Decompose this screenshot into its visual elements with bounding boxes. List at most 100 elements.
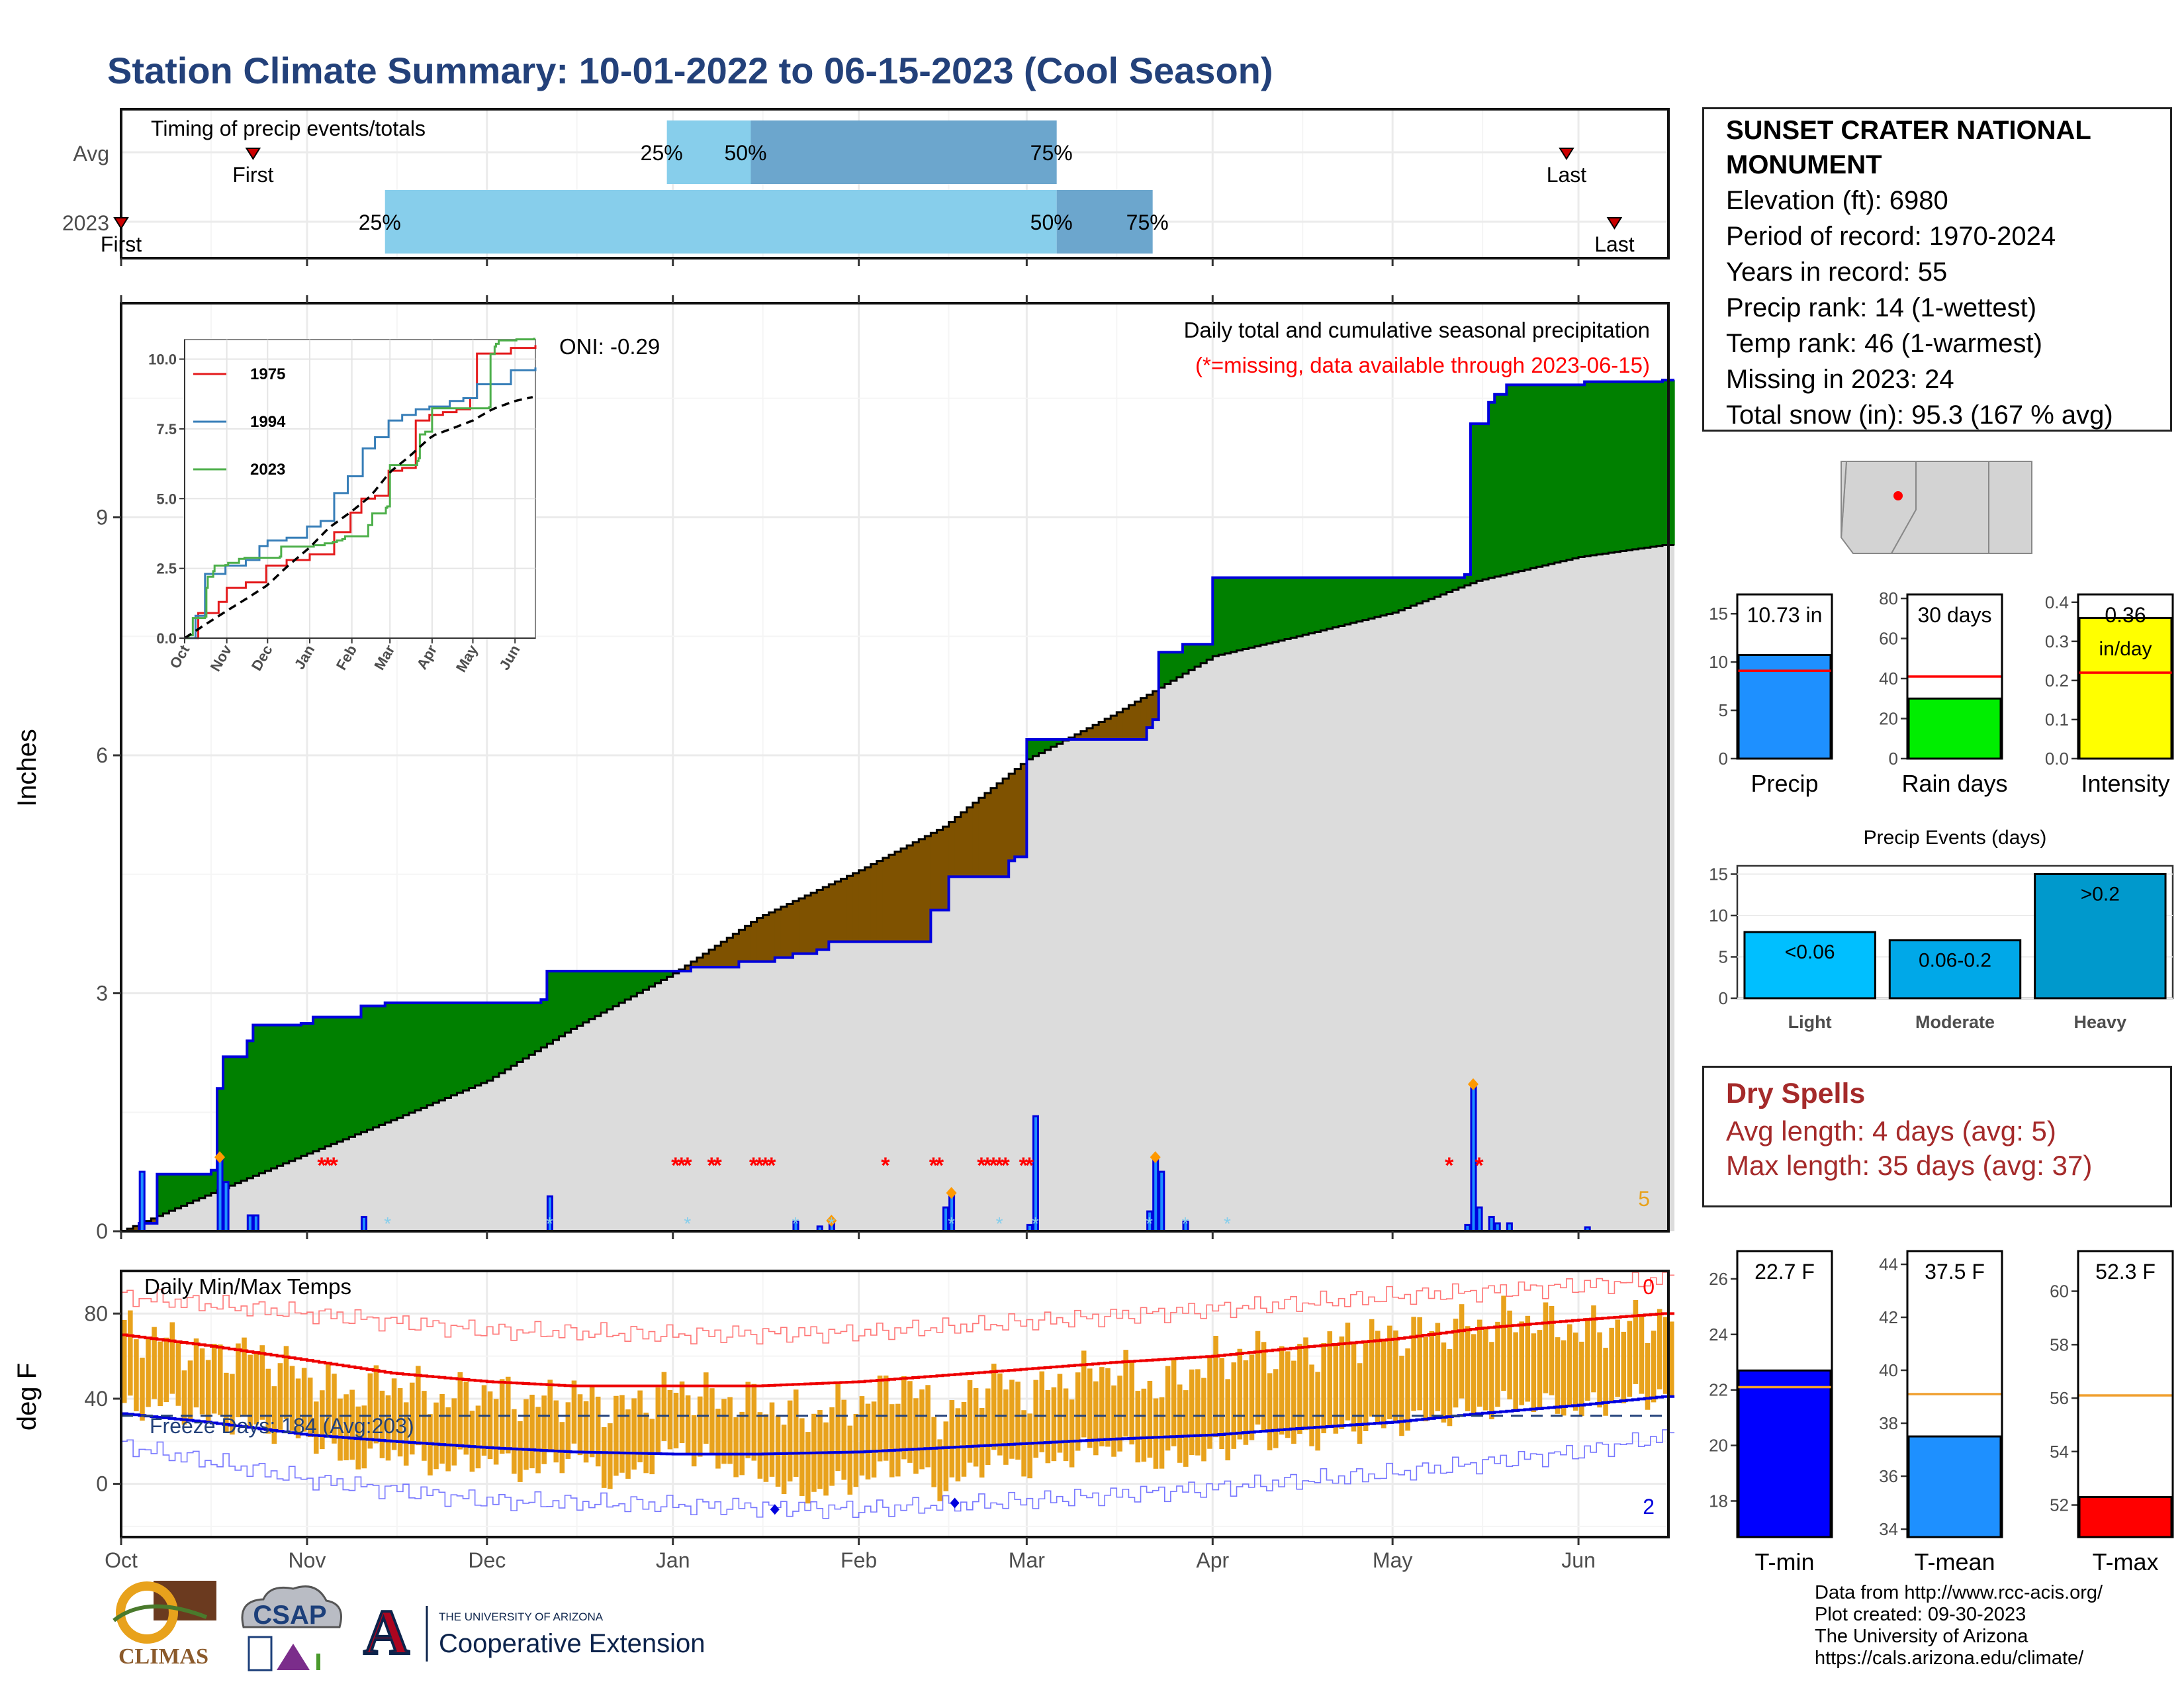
- below-avg-fill: [876, 861, 884, 942]
- above-avg-fill: [1044, 739, 1052, 750]
- above-avg-fill: [1488, 402, 1495, 579]
- inset-line-1975: [185, 345, 537, 639]
- above-avg-fill: [1548, 385, 1555, 565]
- above-avg-fill: [1314, 577, 1322, 632]
- station-name-line2: MONUMENT: [1726, 150, 1882, 179]
- above-avg-fill: [289, 1025, 296, 1161]
- above-avg-fill: [181, 1174, 188, 1206]
- above-avg-fill: [265, 1025, 272, 1171]
- daily-temp-range-bar: [925, 1385, 931, 1468]
- above-avg-fill: [1344, 577, 1351, 625]
- above-avg-fill: [337, 1017, 343, 1142]
- daily-temp-range-bar: [236, 1343, 241, 1417]
- daily-temp-range-bar: [1267, 1373, 1273, 1450]
- daily-temp-range-bar: [1297, 1344, 1302, 1434]
- mini-chart-bar: [2078, 616, 2173, 760]
- daily-temp-range-bar: [391, 1378, 397, 1450]
- above-avg-fill: [570, 970, 578, 1029]
- daily-temp-range-bar: [1309, 1364, 1314, 1446]
- daily-temp-range-bar: [781, 1425, 787, 1494]
- daily-temp-range-bar: [1189, 1369, 1195, 1456]
- inset-legend-label: 1994: [250, 413, 286, 431]
- above-avg-fill: [349, 1017, 356, 1137]
- above-avg-fill: [1446, 577, 1453, 592]
- missing-day-marker: *: [767, 1153, 776, 1178]
- daily-temp-range-bar: [397, 1388, 403, 1457]
- below-avg-fill: [1128, 705, 1136, 740]
- below-avg-fill: [780, 906, 788, 958]
- above-avg-fill: [1050, 739, 1058, 747]
- daily-temp-range-bar: [122, 1319, 127, 1403]
- missing-day-marker: *: [983, 1153, 992, 1178]
- events-bar-label: <0.06: [1785, 941, 1835, 963]
- above-avg-fill: [1506, 385, 1513, 574]
- daily-temp-range-bar: [1423, 1336, 1429, 1422]
- record-low-marker: [950, 1497, 960, 1509]
- daily-temp-range-bar: [283, 1346, 289, 1419]
- below-avg-fill: [1105, 718, 1111, 740]
- daily-temp-range-bar: [1303, 1337, 1308, 1430]
- daily-temp-range-bar: [1627, 1321, 1633, 1397]
- above-avg-fill: [1578, 385, 1585, 557]
- daily-temp-range-bar: [481, 1385, 487, 1456]
- above-avg-fill: [565, 970, 572, 1033]
- above-avg-fill: [1212, 577, 1219, 657]
- above-avg-fill: [1272, 577, 1279, 642]
- below-avg-fill: [978, 798, 985, 877]
- above-avg-fill: [1392, 577, 1399, 613]
- above-avg-fill: [1218, 577, 1226, 655]
- mini-chart-y-tick-label: 34: [1879, 1519, 1898, 1539]
- daily-temp-range-bar: [661, 1372, 667, 1441]
- daily-temp-range-bar: [1495, 1321, 1500, 1407]
- snow-day-marker: [1150, 1151, 1161, 1164]
- events-bar-label: >0.2: [2081, 884, 2120, 906]
- daily-temp-range-bar: [1033, 1380, 1038, 1458]
- daily-temp-range-bar: [1105, 1368, 1111, 1447]
- above-avg-fill: [1530, 385, 1537, 569]
- below-avg-fill: [841, 878, 848, 942]
- precip-y-tick-label: 0: [96, 1219, 108, 1243]
- timing-q25-label: 25%: [359, 211, 401, 234]
- station-missing: Missing in 2023: 24: [1726, 365, 1954, 394]
- inset-y-tick-label: 10.0: [148, 352, 177, 368]
- daily-temp-range-bar: [1573, 1333, 1578, 1411]
- daily-temp-range-bar: [541, 1395, 547, 1464]
- above-avg-fill: [312, 1017, 320, 1151]
- above-avg-fill: [1285, 577, 1291, 639]
- daily-temp-range-bar: [140, 1357, 145, 1421]
- missing-day-marker: *: [330, 1153, 339, 1178]
- above-avg-fill: [361, 1006, 368, 1133]
- missing-count: 5: [1638, 1187, 1650, 1211]
- mini-chart-y-tick-label: 38: [1879, 1413, 1898, 1433]
- daily-temp-range-bar: [1447, 1348, 1453, 1427]
- daily-temp-range-bar: [973, 1387, 979, 1467]
- above-avg-fill: [187, 1174, 194, 1203]
- above-avg-fill: [535, 1002, 541, 1051]
- daily-temp-range-bar: [1039, 1371, 1045, 1452]
- daily-temp-range-bar: [865, 1403, 871, 1479]
- below-avg-fill: [690, 961, 698, 967]
- cumulative-2023-line: [121, 379, 1675, 1233]
- snow-day-marker: [946, 1187, 957, 1199]
- daily-temp-range-bar: [763, 1414, 769, 1482]
- above-avg-fill: [253, 1025, 260, 1176]
- daily-temp-range-bar: [1375, 1331, 1381, 1423]
- mini-chart-frame: [2077, 593, 2174, 760]
- oni-label: ONI: -0.29: [559, 334, 660, 359]
- daily-temp-range-bar: [1069, 1399, 1075, 1468]
- daily-temp-range-bar: [1129, 1362, 1134, 1445]
- daily-temp-range-bar: [187, 1360, 193, 1420]
- daily-temp-range-bar: [619, 1395, 625, 1473]
- below-avg-fill: [1122, 708, 1130, 740]
- above-avg-fill: [433, 1002, 439, 1103]
- daily-temp-range-bar: [883, 1376, 889, 1461]
- trace-day-marker: *: [948, 1213, 955, 1234]
- above-avg-fill: [439, 1002, 445, 1101]
- avg-cumulative-line: [121, 543, 1675, 1233]
- station-years: Years in record: 55: [1726, 258, 1948, 287]
- daily-temp-range-bar: [1381, 1340, 1387, 1429]
- below-avg-fill: [1015, 769, 1021, 857]
- daily-temp-range-bar: [1081, 1350, 1087, 1438]
- timing-last-label: Last: [1594, 232, 1635, 256]
- above-avg-fill: [1381, 577, 1387, 616]
